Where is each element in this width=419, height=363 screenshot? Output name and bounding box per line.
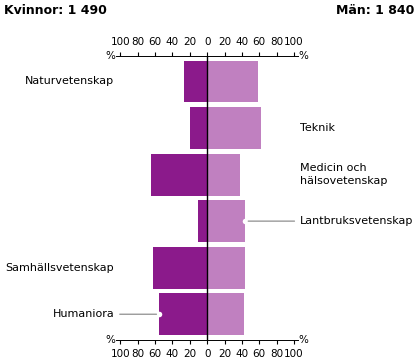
Text: Teknik: Teknik: [300, 123, 335, 133]
Text: Samhällsvetenskap: Samhällsvetenskap: [5, 263, 114, 273]
Bar: [207, 61, 258, 102]
Text: Män: 1 840: Män: 1 840: [336, 4, 415, 17]
Text: %: %: [299, 51, 309, 61]
Bar: [199, 200, 207, 242]
Bar: [207, 154, 240, 196]
Text: %: %: [106, 51, 116, 61]
Text: Kvinnor: 1 490: Kvinnor: 1 490: [4, 4, 107, 17]
Bar: [153, 247, 207, 289]
Bar: [207, 200, 246, 242]
Text: Medicin och
hälsovetenskap: Medicin och hälsovetenskap: [300, 163, 388, 186]
Text: Naturvetenskap: Naturvetenskap: [25, 77, 114, 86]
Bar: [207, 107, 261, 149]
Bar: [159, 293, 207, 335]
Bar: [151, 154, 207, 196]
Text: %: %: [106, 335, 116, 345]
Bar: [190, 107, 207, 149]
Text: Lantbruksvetenskap: Lantbruksvetenskap: [248, 216, 414, 226]
Bar: [207, 293, 243, 335]
Text: %: %: [299, 335, 309, 345]
Bar: [207, 247, 246, 289]
Text: Humaniora: Humaniora: [52, 309, 157, 319]
Bar: [184, 61, 207, 102]
